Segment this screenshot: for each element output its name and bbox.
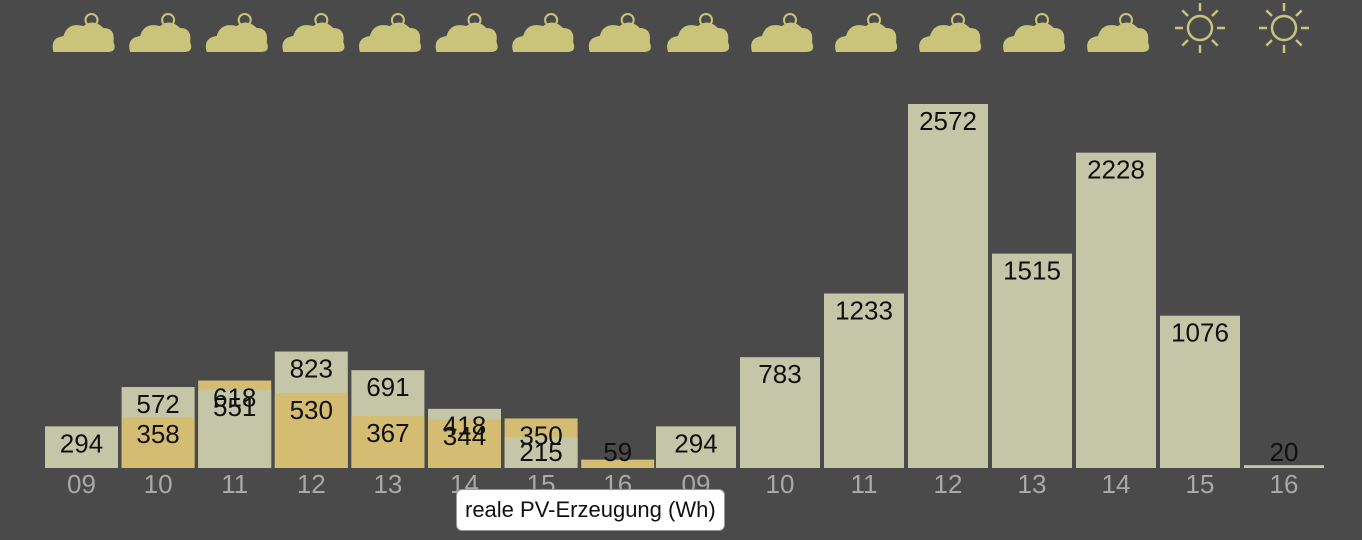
bar <box>740 357 820 468</box>
cloud <box>205 22 268 52</box>
bar <box>504 437 578 468</box>
value-label: 1233 <box>835 295 893 325</box>
value-label: 2228 <box>1087 155 1145 185</box>
x-tick-label: 16 <box>1270 469 1299 499</box>
value-label: 350 <box>519 420 562 450</box>
value-label: 2572 <box>919 106 977 136</box>
value-label: 59 <box>603 437 632 467</box>
bar <box>1244 465 1324 468</box>
x-tick-label: 14 <box>1102 469 1131 499</box>
cloud <box>52 22 115 52</box>
bar <box>581 459 655 468</box>
sun-ray <box>1295 9 1303 17</box>
weather-icon <box>667 13 730 52</box>
sun <box>1186 14 1214 42</box>
cloud <box>751 22 814 52</box>
cloud <box>835 22 898 52</box>
sun-ray <box>1211 39 1219 47</box>
sun-ray <box>1265 39 1273 47</box>
bar <box>992 253 1072 468</box>
weather-icon <box>512 13 575 52</box>
bar <box>121 417 195 468</box>
weather-icon <box>1003 13 1066 52</box>
x-tick-label: 11 <box>221 469 248 499</box>
weather-icon <box>919 13 982 52</box>
bar <box>1160 315 1240 468</box>
cloud <box>1003 22 1066 52</box>
bar <box>1076 152 1156 468</box>
x-tick-label: 10 <box>144 469 173 499</box>
value-label: 530 <box>290 395 333 425</box>
sun-ray <box>1295 39 1303 47</box>
sun-ray <box>1265 9 1273 17</box>
bar <box>908 104 988 468</box>
weather-icon <box>282 13 345 52</box>
bar <box>45 426 118 468</box>
x-tick-label: 11 <box>851 469 878 499</box>
bar <box>351 416 425 468</box>
x-tick-label: 15 <box>1186 469 1215 499</box>
weather-icon <box>359 13 422 52</box>
cloud <box>667 22 730 52</box>
value-label: 783 <box>758 359 801 389</box>
x-tick-label: 09 <box>67 469 96 499</box>
weather-icon <box>588 13 651 52</box>
bar <box>274 392 348 468</box>
weather-icon <box>1259 3 1309 53</box>
cloud <box>129 22 192 52</box>
sun <box>1270 14 1298 42</box>
cloud <box>282 22 345 52</box>
value-label: 618 <box>213 382 256 412</box>
weather-icon <box>129 13 192 52</box>
value-label: 551 <box>213 392 256 422</box>
weather-icon <box>52 13 115 52</box>
value-label: 418 <box>443 411 486 441</box>
weather-icon <box>751 13 814 52</box>
x-tick-label: 12 <box>934 469 963 499</box>
weather-icon <box>205 13 268 52</box>
value-label: 823 <box>290 353 333 383</box>
cloud <box>512 22 575 52</box>
value-label: 294 <box>60 428 103 458</box>
bar <box>428 419 501 468</box>
x-tick-label: 10 <box>766 469 795 499</box>
sun-ray <box>1181 9 1189 17</box>
weather-icon <box>435 13 498 52</box>
x-tick-label: 13 <box>373 469 402 499</box>
bar <box>198 390 272 468</box>
sun-ray <box>1211 9 1219 17</box>
sun-ray <box>1181 39 1189 47</box>
cloud <box>919 22 982 52</box>
value-label: 294 <box>674 428 717 458</box>
weather-icon <box>835 13 898 52</box>
cloud <box>435 22 498 52</box>
cloud <box>588 22 651 52</box>
value-label: 572 <box>136 389 179 419</box>
value-label: 358 <box>136 419 179 449</box>
bar <box>824 293 904 468</box>
weather-icon <box>1175 3 1225 53</box>
value-label: 344 <box>443 421 486 451</box>
x-tick-label: 12 <box>297 469 326 499</box>
tooltip: reale PV-Erzeugung (Wh) <box>456 489 725 531</box>
value-label: 367 <box>366 418 409 448</box>
cloud <box>1087 22 1150 52</box>
value-label: 1076 <box>1171 318 1229 348</box>
bar <box>656 426 736 468</box>
value-label: 20 <box>1270 437 1299 467</box>
value-label: 1515 <box>1003 255 1061 285</box>
cloud <box>359 22 422 52</box>
x-tick-label: 13 <box>1018 469 1047 499</box>
value-label: 215 <box>519 437 562 467</box>
value-label: 691 <box>366 372 409 402</box>
weather-icon <box>1087 13 1150 52</box>
